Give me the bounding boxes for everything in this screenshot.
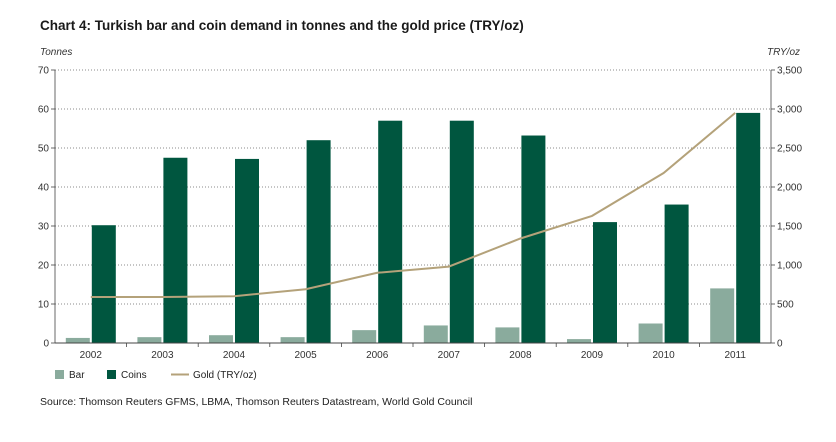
bar-bar-2005 bbox=[280, 337, 305, 343]
y-tick-label: 70 bbox=[38, 66, 50, 77]
bar-bar-2003 bbox=[137, 337, 162, 343]
y-tick-label: 0 bbox=[43, 339, 49, 350]
line-gold-price bbox=[90, 112, 736, 298]
y2-tick-label: 1,000 bbox=[777, 261, 802, 272]
y2-tick-label: 3,500 bbox=[777, 66, 802, 77]
bar-bar-2007 bbox=[423, 325, 448, 343]
x-tick-label: 2009 bbox=[581, 350, 604, 361]
bar-coins-2005 bbox=[306, 140, 331, 343]
x-tick-label: 2005 bbox=[294, 350, 317, 361]
x-tick-label: 2007 bbox=[438, 350, 461, 361]
bar-coins-2009 bbox=[593, 222, 617, 343]
x-tick-label: 2002 bbox=[80, 350, 103, 361]
y-tick-label: 60 bbox=[38, 105, 50, 116]
legend-label-bar: Bar bbox=[69, 370, 85, 381]
x-tick-label: 2008 bbox=[509, 350, 532, 361]
legend-swatch-bar bbox=[55, 370, 64, 379]
x-tick-label: 2010 bbox=[652, 350, 675, 361]
y2-tick-label: 2,500 bbox=[777, 144, 802, 155]
y2-tick-label: 500 bbox=[777, 300, 794, 311]
bar-coins-2011 bbox=[736, 112, 761, 344]
y-axis-label: Tonnes bbox=[40, 47, 72, 58]
y2-axis-label: TRY/oz bbox=[767, 47, 800, 58]
bar-coins-2010 bbox=[664, 204, 689, 343]
bar-coins-2002 bbox=[91, 225, 116, 343]
bar-coins-2004 bbox=[235, 158, 259, 343]
y-tick-label: 30 bbox=[38, 222, 50, 233]
bar-bar-2010 bbox=[638, 323, 663, 343]
bar-coins-2007 bbox=[449, 120, 474, 343]
source-note: Source: Thomson Reuters GFMS, LBMA, Thom… bbox=[40, 396, 473, 408]
bar-bar-2004 bbox=[209, 335, 233, 343]
bar-bar-2002 bbox=[65, 337, 90, 343]
bar-bar-2009 bbox=[567, 339, 591, 343]
y2-tick-label: 0 bbox=[777, 339, 783, 350]
x-tick-label: 2006 bbox=[366, 350, 389, 361]
legend-swatch-coins bbox=[107, 370, 116, 379]
y2-tick-label: 1,500 bbox=[777, 222, 802, 233]
bar-bar-2008 bbox=[495, 327, 520, 343]
y-tick-label: 50 bbox=[38, 144, 50, 155]
y-tick-label: 10 bbox=[38, 300, 50, 311]
legend-label-coins: Coins bbox=[121, 370, 147, 381]
x-tick-label: 2011 bbox=[724, 350, 746, 361]
y2-tick-label: 3,000 bbox=[777, 105, 802, 116]
bar-coins-2006 bbox=[378, 120, 403, 343]
bar-bar-2011 bbox=[710, 288, 735, 343]
chart-title: Chart 4: Turkish bar and coin demand in … bbox=[40, 18, 524, 33]
legend-label-gold: Gold (TRY/oz) bbox=[193, 370, 257, 381]
x-tick-label: 2004 bbox=[223, 350, 246, 361]
y2-tick-label: 2,000 bbox=[777, 183, 802, 194]
bar-coins-2008 bbox=[521, 135, 546, 343]
bar-bar-2006 bbox=[352, 330, 377, 343]
bar-coins-2003 bbox=[163, 157, 188, 343]
y-tick-label: 40 bbox=[38, 183, 50, 194]
y-tick-label: 20 bbox=[38, 261, 50, 272]
x-tick-label: 2003 bbox=[151, 350, 174, 361]
